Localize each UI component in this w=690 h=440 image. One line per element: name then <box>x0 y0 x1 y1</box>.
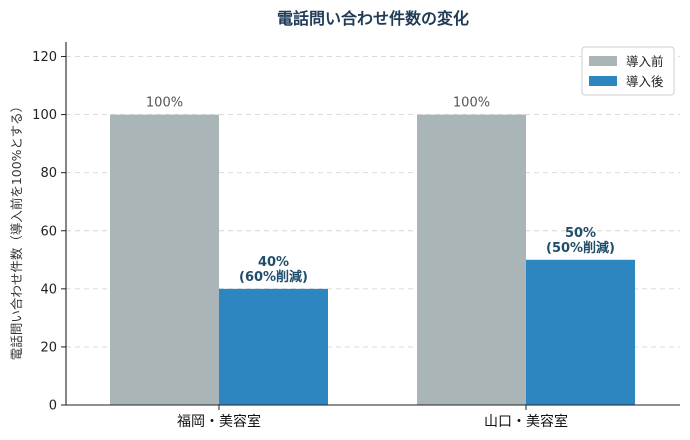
y-axis-label: 電話問い合わせ件数（導入前を100%とする） <box>9 100 24 360</box>
y-tick-label: 20 <box>40 340 57 355</box>
bar-before <box>110 114 219 405</box>
y-tick-label: 100 <box>32 108 57 123</box>
y-tick-label: 40 <box>40 282 57 297</box>
bar-after <box>526 259 635 405</box>
x-tick-label: 山口・美容室 <box>484 413 568 430</box>
legend-label: 導入前 <box>626 54 664 69</box>
data-label: 40% <box>258 255 289 270</box>
bars-layer <box>110 114 635 405</box>
y-tick-label: 80 <box>40 166 57 181</box>
data-label: 100% <box>146 96 183 111</box>
legend-swatch <box>589 76 617 86</box>
bar-before <box>417 114 526 405</box>
y-tick-label: 60 <box>40 224 57 239</box>
x-tick-label: 福岡・美容室 <box>177 413 261 430</box>
legend-swatch <box>589 56 617 66</box>
bar-after <box>219 288 328 405</box>
chart-title: 電話問い合わせ件数の変化 <box>277 9 469 28</box>
data-label: 100% <box>453 96 490 111</box>
axes-layer: 0 20 40 60 80 100 120 福岡・美容室 山口・美容室 <box>32 42 680 430</box>
y-tick-label: 0 <box>49 399 57 414</box>
data-label: (60%削減) <box>239 269 308 285</box>
y-tick-label: 120 <box>32 50 57 65</box>
data-label: (50%削減) <box>546 240 615 256</box>
data-label: 50% <box>565 226 596 241</box>
labels-layer: 100% 40%(60%削減) 100% 50%(50%削減) <box>146 96 615 285</box>
legend-label: 導入後 <box>626 74 664 89</box>
